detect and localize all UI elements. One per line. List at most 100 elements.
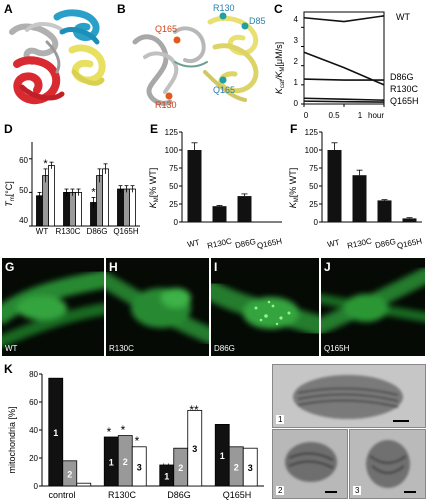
- em-image-3-picture: [350, 430, 425, 498]
- c-line-series-3: [303, 97, 385, 101]
- residue-label-d85: D85: [249, 16, 266, 26]
- em-image-2-picture: [273, 430, 347, 498]
- panel-label-g: G: [5, 260, 15, 274]
- f-ytick-125: 125: [305, 128, 319, 137]
- d-ytick-50: 50: [19, 186, 28, 195]
- e-bar-D86G: [237, 196, 252, 222]
- c-ytick-4: 4: [294, 15, 299, 24]
- panel-label-j: J: [324, 260, 331, 274]
- panel-f-chart: F KM[% WT] 125 100 75 50 25 0 WT R130C D…: [288, 122, 427, 250]
- panel-label-c: C: [274, 2, 283, 16]
- e-bar-WT: [187, 150, 202, 222]
- panel-a-structure: A: [2, 2, 112, 114]
- d-bar-R130C-2: [75, 192, 82, 227]
- k-xtick-q165h: Q165H: [223, 490, 252, 500]
- e-ylabel-m: M: [154, 197, 160, 202]
- d-ylabel: Tm[°C]: [4, 181, 16, 207]
- d-bar-R130C-0: [63, 192, 70, 227]
- em-image-3: 3: [349, 429, 426, 499]
- k-ytick-80: 80: [29, 370, 38, 379]
- c-line-series-2: [303, 78, 384, 81]
- d-bar-WT-2: [48, 165, 55, 227]
- panel-label-a: A: [4, 2, 13, 16]
- c-ylabel-k: K: [274, 87, 284, 94]
- k-bar-R130C-2: [131, 446, 147, 487]
- em-image-1-label: 1: [276, 415, 285, 424]
- d-bar-WT-1: [42, 175, 49, 227]
- e-ylabel: KM[% WT]: [148, 168, 160, 209]
- panel-label-e: E: [150, 122, 159, 136]
- f-xtick-q165h: Q165H: [396, 236, 423, 250]
- e-ytick-50: 50: [169, 182, 178, 191]
- e-ylabel-unit: [% WT]: [148, 168, 158, 198]
- micrograph-g-caption: WT: [5, 344, 18, 353]
- k-bar-control-1: [62, 460, 78, 487]
- panel-label-b: B: [117, 2, 126, 16]
- k-bar-number-D86G-0: 1: [164, 472, 169, 482]
- kcat-km-line-chart: Kcat/KM[μM/s] 4 3 2 1 0 0 0.5 1 hour WT …: [274, 11, 419, 120]
- d-xtick-q165h: Q165H: [113, 227, 139, 236]
- c-ylabel: Kcat/KM[μM/s]: [274, 42, 286, 94]
- k-bar-control-0: [48, 377, 64, 487]
- f-xtick-r130c: R130C: [346, 237, 372, 250]
- protein-structure-image: [9, 9, 106, 105]
- k-bar-number-control-1: 2: [67, 469, 72, 479]
- panel-label-d: D: [4, 122, 13, 136]
- f-ytick-0: 0: [314, 218, 319, 227]
- residue-label-q165-right: Q165: [213, 85, 235, 95]
- k-star-r130c-3: *: [135, 434, 140, 448]
- e-ytick-25: 25: [169, 200, 178, 209]
- k-star-r130c-2: *: [121, 423, 126, 437]
- k-ytick-0: 0: [34, 482, 39, 491]
- micrograph-i-image: [211, 279, 319, 337]
- k-ytick-40: 40: [29, 426, 38, 435]
- panel-d-chart: D Tm[°C] 60 50 40 WT R130C D86G Q165H * *: [2, 122, 142, 250]
- e-ytick-75: 75: [169, 164, 178, 173]
- f-ytick-100: 100: [305, 146, 319, 155]
- micrograph-h-image: [106, 271, 209, 344]
- d-significance-star: *: [91, 186, 96, 198]
- c-line-series-4: [303, 100, 385, 103]
- c-xtick-0: 0: [304, 111, 309, 120]
- f-bar-Q165H: [402, 218, 417, 222]
- micrograph-g-image: [2, 270, 104, 348]
- em-image-2-label: 2: [276, 486, 285, 495]
- mitochondria-bar-chart: mitochondria [%] 80 60 40 20 0 control R…: [7, 370, 264, 500]
- d-ylabel-m: m: [10, 196, 16, 201]
- e-xtick-r130c: R130C: [206, 237, 232, 250]
- c-xtick-05: 0.5: [328, 111, 340, 120]
- d-significance-star: *: [43, 158, 48, 170]
- d-bar-R130C-1: [69, 192, 76, 227]
- km-bar-chart-e: KM[% WT] 125 100 75 50 25 0 WT R130C D86…: [148, 128, 283, 250]
- micrograph-j: J Q165H: [321, 258, 425, 356]
- d-xtick-r130c: R130C: [56, 227, 81, 236]
- panel-label-k: K: [4, 362, 13, 376]
- e-xtick-d86g: D86G: [234, 237, 256, 250]
- f-bar-WT: [327, 150, 342, 222]
- e-ytick-0: 0: [174, 218, 179, 227]
- km-bar-chart-f: KM[% WT] 125 100 75 50 25 0 WT R130C D86…: [288, 128, 423, 250]
- em-image-1-picture: [273, 365, 425, 427]
- k-bar-Q165H-2: [242, 447, 258, 487]
- c-ytick-2: 2: [294, 57, 299, 66]
- d-bar-D86G-2: [102, 168, 109, 227]
- micrograph-h-caption: R130C: [109, 344, 134, 353]
- panel-label-f: F: [290, 122, 298, 136]
- k-bar-D86G-2: [187, 410, 203, 487]
- c-ytick-1: 1: [294, 78, 299, 87]
- f-ylabel-m: M: [294, 197, 300, 202]
- k-bar-number-control-0: 1: [53, 428, 58, 438]
- c-xunit: hour: [368, 111, 384, 120]
- f-bar-D86G: [377, 200, 392, 222]
- c-ytick-0: 0: [294, 99, 299, 108]
- d-bar-Q165H-0: [117, 188, 124, 227]
- f-ytick-50: 50: [309, 182, 318, 191]
- k-bar-number-R130C-2: 3: [137, 462, 142, 472]
- d-bar-Q165H-2: [129, 188, 136, 227]
- panel-k-chart: K mitochondria [%] 80 60 40 20 0 control…: [2, 362, 267, 500]
- c-ylabel-cat: cat: [280, 80, 286, 88]
- c-ylabel-m: M: [280, 67, 286, 72]
- f-ytick-25: 25: [309, 200, 318, 209]
- d-ytick-40: 40: [19, 216, 28, 225]
- k-xtick-control: control: [48, 490, 75, 500]
